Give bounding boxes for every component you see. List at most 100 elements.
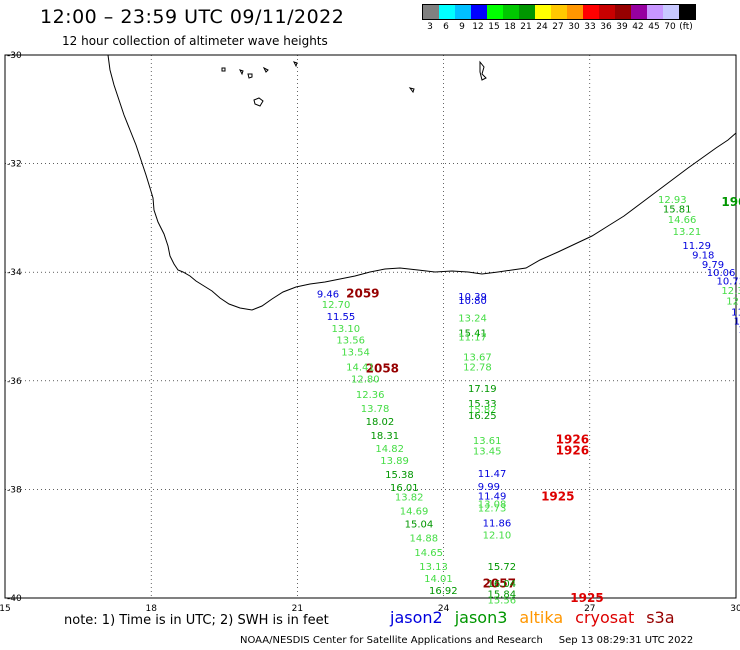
lat-tick-label: -34 [7, 268, 22, 278]
swh-reading: 11.49 [478, 491, 507, 502]
lat-tick-label: -30 [7, 51, 22, 61]
pass-number: 1926 [556, 432, 589, 446]
legend-swatch [647, 5, 663, 19]
satellite-jason3: jason3 [454, 608, 508, 627]
swh-reading: 13.13 [419, 562, 448, 573]
lat-tick-label: -38 [7, 485, 22, 495]
swh-reading: 1 [738, 325, 740, 336]
swh-reading: 15.04 [405, 520, 434, 531]
swh-reading: 15.41 [458, 328, 487, 339]
lat-tick-label: -40 [7, 594, 22, 604]
swh-reading: 12.30 [721, 286, 740, 297]
pass-number: 2058 [366, 361, 399, 375]
map-frame [4, 54, 737, 599]
swh-reading: 13.45 [473, 446, 502, 457]
legend-label: 33 [584, 22, 596, 32]
pass-number: 1925 [541, 489, 574, 503]
swh-reading: 15.56 [487, 596, 516, 607]
swh-reading: 12.0 [726, 296, 740, 307]
swh-reading: 15.84 [487, 590, 516, 601]
swh-reading: 16.92 [429, 586, 458, 597]
legend-swatch [599, 5, 615, 19]
lat-tick-label: -32 [7, 160, 22, 170]
coastline-south-africa [107, 54, 737, 311]
swh-reading: 10.80 [458, 296, 487, 307]
legend-swatches [422, 4, 696, 20]
swh-reading: 13.10 [332, 324, 361, 335]
swh-reading: 15.72 [487, 562, 516, 573]
swh-reading: 11.17 [458, 332, 487, 343]
legend-label: 45 [648, 22, 660, 32]
swh-reading: 15.82 [468, 405, 497, 416]
swh-reading: 13.54 [341, 347, 370, 358]
legend-swatch [423, 5, 439, 19]
swh-reading: 18.31 [371, 431, 400, 442]
swh-reading: 10.06 [707, 268, 736, 279]
lon-tick-label: 18 [145, 604, 157, 614]
swh-reading: 9.79 [702, 260, 724, 271]
swh-reading: 12.73 [478, 503, 507, 514]
swh-reading: 13.61 [473, 436, 502, 447]
swh-reading: 14.88 [409, 534, 438, 545]
swh-reading: 14.01 [424, 574, 453, 585]
swh-reading: 18.02 [366, 417, 395, 428]
legend-label: 3 [427, 22, 433, 32]
lon-tick-label: 27 [584, 604, 595, 614]
swh-reading: 13.08 [478, 500, 507, 511]
wave-height-color-legend: 3 6 9 12 15 18 21 24 27 30 33 36 39 42 45 70 (ft) [422, 4, 696, 32]
swh-reading: 14.66 [668, 215, 697, 226]
swh-reading: 10.73 [717, 276, 740, 287]
lon-tick-label: 24 [438, 604, 450, 614]
footer-credit: NOAA/NESDIS Center for Satellite Applica… [240, 635, 694, 646]
swh-reading: 12.70 [322, 300, 351, 311]
lat-lon-grid: 15 18 21 24 27 30 -30 -32 -34 -36 -38 -40 [0, 51, 740, 614]
swh-reading: 15.38 [385, 470, 414, 481]
swh-reading: 10.39 [458, 292, 487, 303]
satellite-s3a: s3a [646, 608, 675, 627]
pass-number: 2057 [483, 576, 516, 590]
legend-label: (ft) [679, 22, 693, 32]
legend-label: 30 [568, 22, 580, 32]
legend-swatch [663, 5, 679, 19]
swh-reading: 11.86 [483, 519, 512, 530]
legend-label: 42 [632, 22, 644, 32]
legend-label: 21 [520, 22, 532, 32]
swh-reading: 17.19 [468, 384, 497, 395]
swh-reading: 10. [734, 317, 740, 328]
swh-reading: 12.93 [658, 195, 687, 206]
legend-swatch [567, 5, 583, 19]
legend-labels: 3 6 9 12 15 18 21 24 27 30 33 36 39 42 45 70 (ft) [422, 22, 740, 36]
lon-tick-label: 15 [0, 604, 11, 614]
legend-swatch [535, 5, 551, 19]
legend-swatch [551, 5, 567, 19]
legend-swatch [631, 5, 647, 19]
legend-swatch [679, 5, 695, 19]
swh-reading: 16.01 [390, 483, 419, 494]
swh-reading: 11.29 [682, 241, 711, 252]
legend-label: 36 [600, 22, 612, 32]
swh-reading: 12.80 [351, 375, 380, 386]
legend-label: 70 [664, 22, 676, 32]
swh-reading: 13.78 [361, 404, 390, 415]
swh-reading: 11.55 [327, 312, 356, 323]
legend-swatch [503, 5, 519, 19]
map-subtitle: 12 hour collection of altimeter wave hei… [62, 34, 328, 48]
satellite-legend: jason2 jason3 altika cryosat s3a [390, 608, 675, 627]
swh-reading: 15.33 [468, 399, 497, 410]
satellite-cryosat: cryosat [575, 608, 635, 627]
swh-reading: 14.82 [375, 444, 404, 455]
legend-label: 39 [616, 22, 628, 32]
pass-number: 1925 [570, 591, 603, 605]
swh-reading: 12.10 [483, 530, 512, 541]
swh-reading: 15.81 [663, 205, 692, 216]
swh-reading: 13.67 [463, 352, 492, 363]
swh-reading: 12.36 [356, 390, 385, 401]
swh-reading: 13.56 [336, 336, 365, 347]
satellite-jason2: jason2 [390, 608, 443, 627]
swh-reading: 16.04 [487, 579, 516, 590]
pass-number: 1907 [721, 195, 740, 209]
lon-tick-label: 21 [292, 604, 303, 614]
